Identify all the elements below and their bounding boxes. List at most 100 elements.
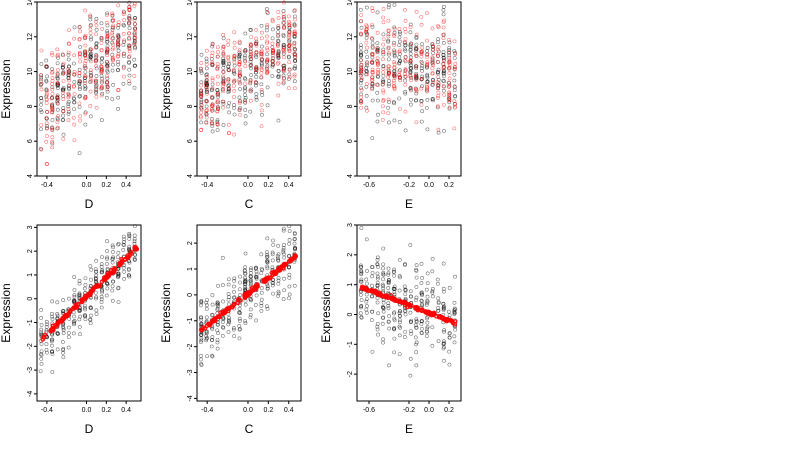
data-point: [425, 85, 429, 90]
data-point: [397, 324, 402, 329]
data-point: [452, 310, 457, 315]
data-point: [414, 120, 419, 125]
data-point: [77, 105, 82, 109]
data-point: [270, 27, 275, 32]
data-point: [237, 95, 242, 100]
data-point: [99, 60, 104, 65]
data-point: [397, 43, 402, 48]
y-tick-label: -4: [27, 391, 34, 397]
data-point: [39, 110, 44, 114]
data-point: [370, 77, 375, 82]
data-point: [71, 115, 76, 120]
data-point: [199, 69, 204, 73]
x-tick-label: 0.4: [284, 407, 294, 414]
data-point: [452, 56, 457, 60]
data-point: [364, 5, 369, 10]
data-point: [67, 94, 71, 98]
data-point: [364, 82, 369, 86]
data-point: [265, 286, 270, 291]
data-point: [77, 94, 82, 99]
data-point: [441, 4, 446, 9]
data-point: [441, 25, 446, 30]
data-point: [381, 315, 385, 320]
data-point: [436, 308, 441, 313]
x-tick-label: -0.6: [363, 182, 375, 189]
data-point: [83, 122, 88, 127]
data-point: [88, 24, 93, 28]
data-point: [370, 51, 375, 56]
data-point: [276, 81, 281, 86]
data-point: [398, 31, 403, 36]
data-point: [116, 241, 121, 246]
data-point: [381, 88, 386, 93]
data-point: [287, 253, 292, 258]
data-point: [293, 17, 297, 22]
data-point: [265, 10, 270, 14]
data-point: [441, 41, 446, 45]
data-point: [39, 147, 44, 152]
data-point: [271, 242, 276, 247]
data-point: [403, 36, 408, 41]
data-point: [50, 128, 55, 133]
data-point: [359, 305, 363, 310]
data-point: [110, 288, 115, 293]
data-point: [39, 323, 44, 327]
data-point: [72, 100, 76, 105]
data-point: [425, 60, 430, 65]
data-point: [359, 32, 363, 36]
data-point: [403, 292, 408, 296]
data-point: [403, 308, 408, 313]
data-point: [204, 80, 209, 84]
data-point: [293, 55, 298, 60]
data-point: [237, 77, 242, 82]
data-point: [78, 118, 82, 123]
data-point: [386, 39, 391, 44]
data-point: [414, 54, 418, 59]
data-point: [293, 64, 298, 69]
data-point: [231, 326, 236, 330]
data-point: [392, 292, 397, 297]
data-point: [216, 304, 220, 309]
data-point: [100, 290, 105, 295]
data-point: [264, 304, 269, 309]
data-point: [39, 87, 44, 92]
data-point: [419, 281, 424, 285]
data-point: [420, 68, 425, 73]
data-point: [365, 269, 369, 273]
data-point: [215, 54, 220, 59]
data-point: [414, 267, 418, 272]
data-point: [292, 29, 297, 34]
data-point: [105, 65, 110, 70]
data-point: [99, 56, 104, 61]
data-point: [376, 311, 381, 316]
data-point: [419, 54, 424, 59]
data-point: [105, 85, 110, 90]
data-point: [420, 326, 424, 331]
data-point: [105, 74, 109, 78]
data-point: [452, 126, 457, 131]
data-point: [287, 272, 292, 277]
data-point: [253, 274, 258, 279]
data-point: [121, 22, 126, 27]
data-point: [287, 23, 292, 28]
data-point: [204, 62, 209, 67]
x-tick-label: -0.6: [363, 407, 375, 414]
data-point: [447, 48, 452, 52]
data-point: [232, 334, 236, 339]
data-point: [116, 42, 121, 47]
data-point: [221, 60, 225, 65]
data-point: [276, 258, 281, 263]
data-point: [204, 331, 209, 336]
data-point: [447, 38, 451, 42]
data-point: [276, 291, 281, 296]
data-point: [447, 335, 452, 340]
data-point: [72, 294, 77, 299]
data-point: [402, 72, 407, 76]
data-point: [50, 108, 55, 112]
data-point: [441, 78, 446, 83]
data-point: [216, 322, 220, 327]
data-point: [105, 255, 110, 260]
data-point: [215, 62, 220, 66]
y-tick-label: 0: [27, 297, 34, 301]
data-point: [216, 284, 220, 288]
